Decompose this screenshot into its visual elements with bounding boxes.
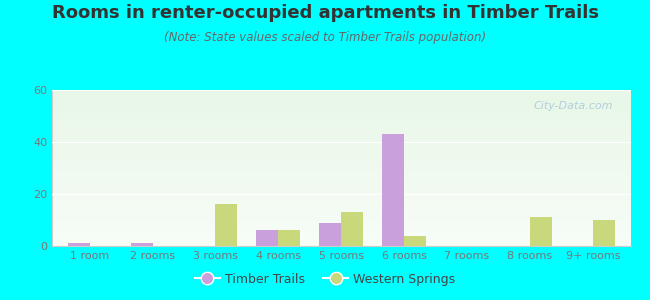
Bar <box>319 223 341 246</box>
Bar <box>382 134 404 246</box>
Legend: Timber Trails, Western Springs: Timber Trails, Western Springs <box>190 268 460 291</box>
Bar <box>256 230 278 246</box>
Bar <box>68 243 90 246</box>
Text: (Note: State values scaled to Timber Trails population): (Note: State values scaled to Timber Tra… <box>164 32 486 44</box>
Bar <box>404 236 426 246</box>
Bar <box>216 204 237 246</box>
Bar <box>131 243 153 246</box>
Text: City-Data.com: City-Data.com <box>534 101 613 111</box>
Text: Rooms in renter-occupied apartments in Timber Trails: Rooms in renter-occupied apartments in T… <box>51 4 599 22</box>
Bar <box>278 230 300 246</box>
Bar <box>341 212 363 246</box>
Bar <box>593 220 615 246</box>
Bar <box>530 218 552 246</box>
